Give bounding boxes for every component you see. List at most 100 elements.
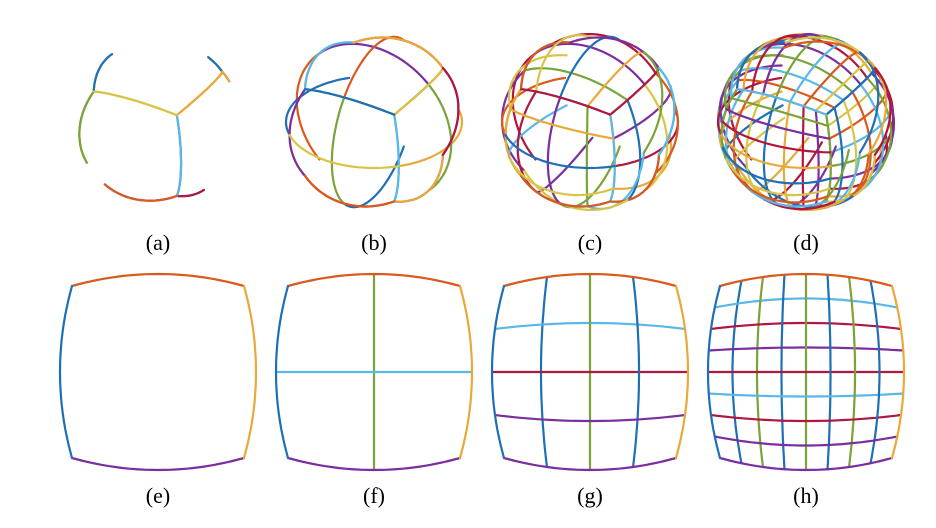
mesh-curve [508, 54, 568, 111]
mesh-curve [92, 90, 178, 117]
border-bottom [718, 456, 894, 472]
grid-line-vertical [631, 275, 641, 469]
mesh-curve [393, 113, 400, 203]
mesh-curve [175, 188, 205, 198]
border-left [58, 284, 74, 460]
mesh-curve [520, 88, 612, 116]
border-top [70, 272, 246, 288]
border-top [502, 272, 678, 288]
border-top [286, 272, 462, 288]
mesh-curve [720, 133, 832, 170]
mesh-curve [721, 146, 832, 185]
mesh-curve [725, 158, 831, 197]
border-right [890, 284, 906, 460]
mesh-curve [103, 183, 178, 202]
mesh-curve [343, 145, 405, 209]
border-bottom [286, 456, 462, 472]
sphere-panel-b [284, 35, 464, 209]
border-top [718, 272, 894, 288]
mesh-curve [427, 83, 453, 192]
mesh-curve [859, 83, 885, 192]
mesh-curve [657, 67, 676, 156]
mesh-curve [535, 34, 594, 93]
mesh-curve [742, 37, 798, 92]
caption-e: (e) [146, 483, 170, 508]
mesh-curve [751, 34, 810, 93]
captions-group: (a) (b) (c) (d) (e) (f) (g) (h) [146, 230, 819, 508]
grid-line-horizontal [493, 413, 687, 423]
mesh-curve [284, 76, 351, 136]
grid-panel-g [490, 272, 690, 472]
mesh-curve [393, 67, 444, 116]
panels-group [58, 33, 906, 472]
mesh-curve [586, 50, 645, 108]
mesh-curve [626, 99, 642, 202]
mesh-curve [851, 91, 872, 198]
border-bottom [70, 456, 246, 472]
mesh-curve [393, 153, 444, 203]
mesh-curve [762, 33, 823, 96]
border-right [242, 284, 258, 460]
border-left [490, 284, 506, 460]
mesh-curve [304, 41, 355, 91]
mesh-curve [730, 167, 829, 204]
mesh-curve [509, 108, 615, 140]
mesh-curve [535, 136, 594, 194]
caption-g: (g) [577, 483, 603, 508]
grid-line-horizontal [713, 435, 899, 447]
mesh-curve [721, 120, 832, 154]
mesh-curve [92, 53, 114, 93]
grid-line-horizontal [707, 392, 905, 398]
mesh-curve [175, 70, 224, 117]
mesh-curve [814, 109, 820, 206]
mesh-curve [826, 74, 882, 127]
mesh-curve [546, 96, 562, 205]
mesh-curve [825, 153, 876, 203]
mesh-curve [304, 88, 396, 116]
mesh-curve [500, 76, 567, 136]
sphere-panel-c [500, 33, 680, 211]
caption-c: (c) [578, 230, 602, 255]
caption-a: (a) [146, 230, 170, 255]
caption-f: (f) [363, 483, 385, 508]
mesh-curve [730, 46, 786, 100]
mesh-curve [352, 36, 444, 70]
mesh-curve [304, 174, 396, 208]
grid-line-vertical [869, 279, 881, 465]
grid-panel-h [706, 272, 906, 472]
mesh-curve [642, 51, 664, 154]
border-right [458, 284, 474, 460]
mesh-curve [441, 67, 460, 156]
mesh-curve [520, 174, 612, 208]
mesh-curve [559, 35, 621, 99]
mesh-curve [609, 67, 660, 116]
grid-line-vertical [847, 275, 857, 469]
caption-d: (d) [793, 230, 819, 255]
mesh-curve [730, 97, 829, 127]
mesh-curve [78, 90, 95, 164]
mesh-curve [509, 158, 615, 197]
mesh-curve [304, 88, 396, 116]
grid-line-vertical [826, 273, 832, 471]
sphere-panel-a [78, 53, 231, 202]
mesh-curve [775, 35, 837, 99]
mesh-curve [504, 133, 616, 170]
border-bottom [502, 456, 678, 472]
mesh-curve [288, 133, 400, 170]
caption-b: (b) [361, 230, 387, 255]
mesh-curve [643, 83, 669, 192]
mesh-curve [801, 105, 805, 208]
sphere-panel-d [716, 33, 896, 211]
border-right [674, 284, 690, 460]
mesh-curve [343, 35, 405, 99]
border-left [274, 284, 290, 460]
mesh-curve [842, 99, 858, 202]
caption-h: (h) [793, 483, 819, 508]
mesh-curve [609, 153, 660, 203]
mesh-curve [330, 96, 346, 205]
mesh-curve [207, 56, 224, 73]
mesh-curve [221, 70, 231, 83]
border-left [706, 284, 722, 460]
mesh-curve [725, 108, 831, 140]
